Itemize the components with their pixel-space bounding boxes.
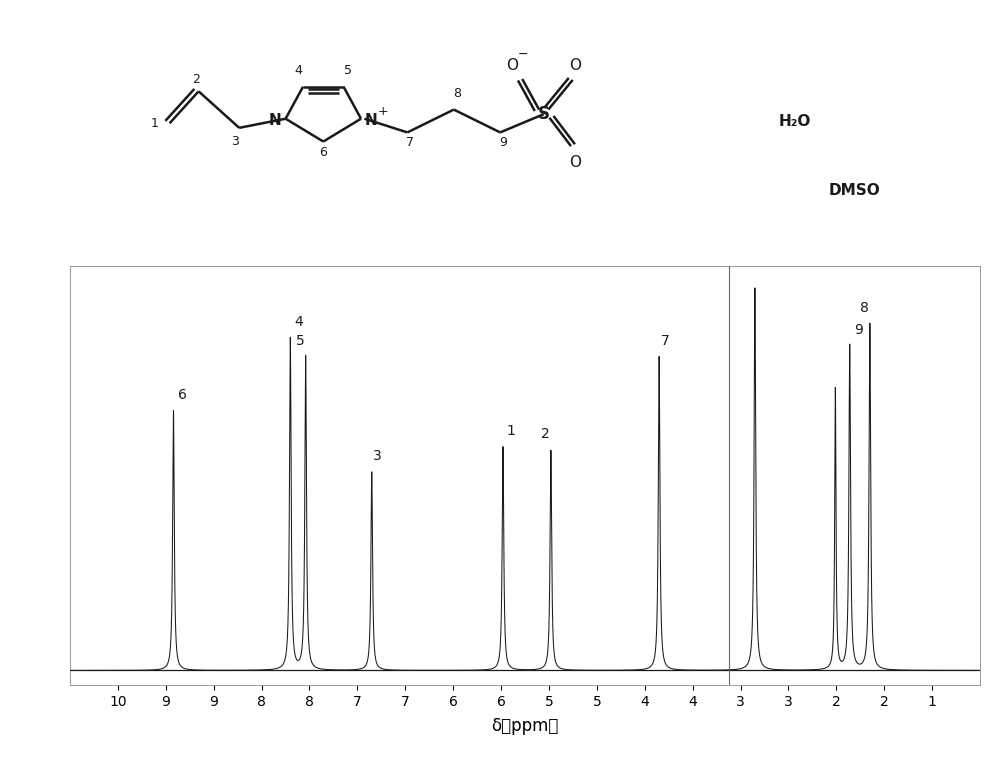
Text: 8: 8 xyxy=(860,301,869,315)
Text: 3: 3 xyxy=(231,135,238,148)
Text: 1: 1 xyxy=(151,116,159,130)
Text: −: − xyxy=(518,48,529,62)
Text: 4: 4 xyxy=(294,64,302,77)
Text: 6: 6 xyxy=(178,387,187,402)
X-axis label: δ（ppm）: δ（ppm） xyxy=(491,717,559,735)
Text: 9: 9 xyxy=(854,323,863,336)
Text: 9: 9 xyxy=(499,136,507,149)
Text: 5: 5 xyxy=(296,333,304,348)
Text: H₂O: H₂O xyxy=(779,114,811,129)
Text: 6: 6 xyxy=(319,146,327,159)
Text: O: O xyxy=(570,154,582,170)
Text: S: S xyxy=(538,105,550,123)
Text: DMSO: DMSO xyxy=(829,183,881,198)
Text: 4: 4 xyxy=(295,316,303,330)
Text: 7: 7 xyxy=(660,333,669,348)
Text: N: N xyxy=(269,113,282,129)
Text: +: + xyxy=(378,105,388,119)
Text: O: O xyxy=(570,58,582,73)
Text: N: N xyxy=(365,113,378,129)
Text: 8: 8 xyxy=(453,87,461,100)
Text: 2: 2 xyxy=(192,73,200,87)
Text: 7: 7 xyxy=(406,136,414,149)
Text: O: O xyxy=(506,58,518,73)
Text: 5: 5 xyxy=(344,64,352,77)
Text: 3: 3 xyxy=(373,449,382,463)
Text: 2: 2 xyxy=(541,428,549,441)
Text: 1: 1 xyxy=(506,424,515,438)
